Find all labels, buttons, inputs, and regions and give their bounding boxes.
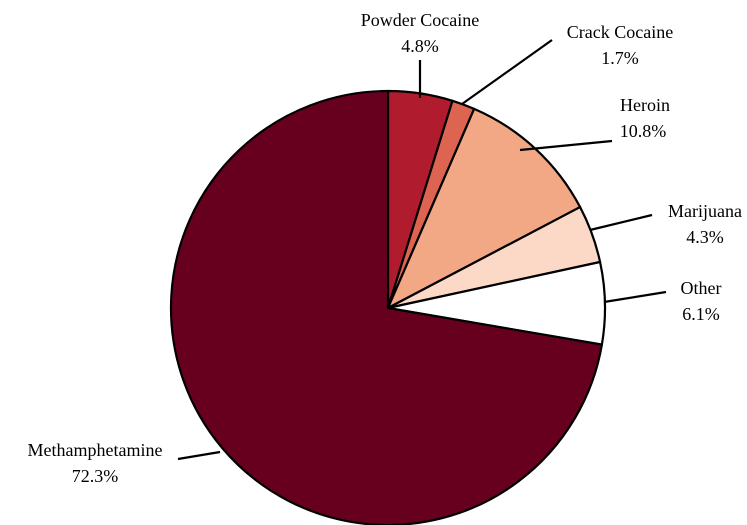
slice-value-label: 1.7% (601, 48, 639, 68)
slice-value-label: 10.8% (620, 121, 667, 141)
pie-slices (169, 89, 607, 525)
slice-name-label: Other (681, 278, 722, 298)
slice-value-label: 6.1% (682, 304, 720, 324)
slice-value-label: 72.3% (72, 466, 119, 486)
leader-line-methamphetamine (177, 450, 221, 461)
slice-name-label: Heroin (620, 95, 670, 115)
leader-line-heroin (519, 139, 613, 152)
leader-line-crack-cocaine (461, 39, 553, 105)
slice-name-label: Marijuana (668, 201, 742, 221)
slice-labels: Powder Cocaine 4.8% Crack Cocaine 1.7% Heroi… (28, 10, 742, 486)
slice-name-label: Methamphetamine (28, 440, 163, 460)
pie-slice-methamphetamine (169, 89, 603, 525)
slice-value-label: 4.3% (686, 227, 724, 247)
leader-line-marijuana (589, 213, 653, 232)
slice-name-label: Crack Cocaine (567, 22, 673, 42)
leader-lines (177, 39, 667, 461)
slice-name-label: Powder Cocaine (361, 10, 479, 30)
slice-value-label: 4.8% (401, 36, 439, 56)
leader-line-other (603, 290, 667, 304)
